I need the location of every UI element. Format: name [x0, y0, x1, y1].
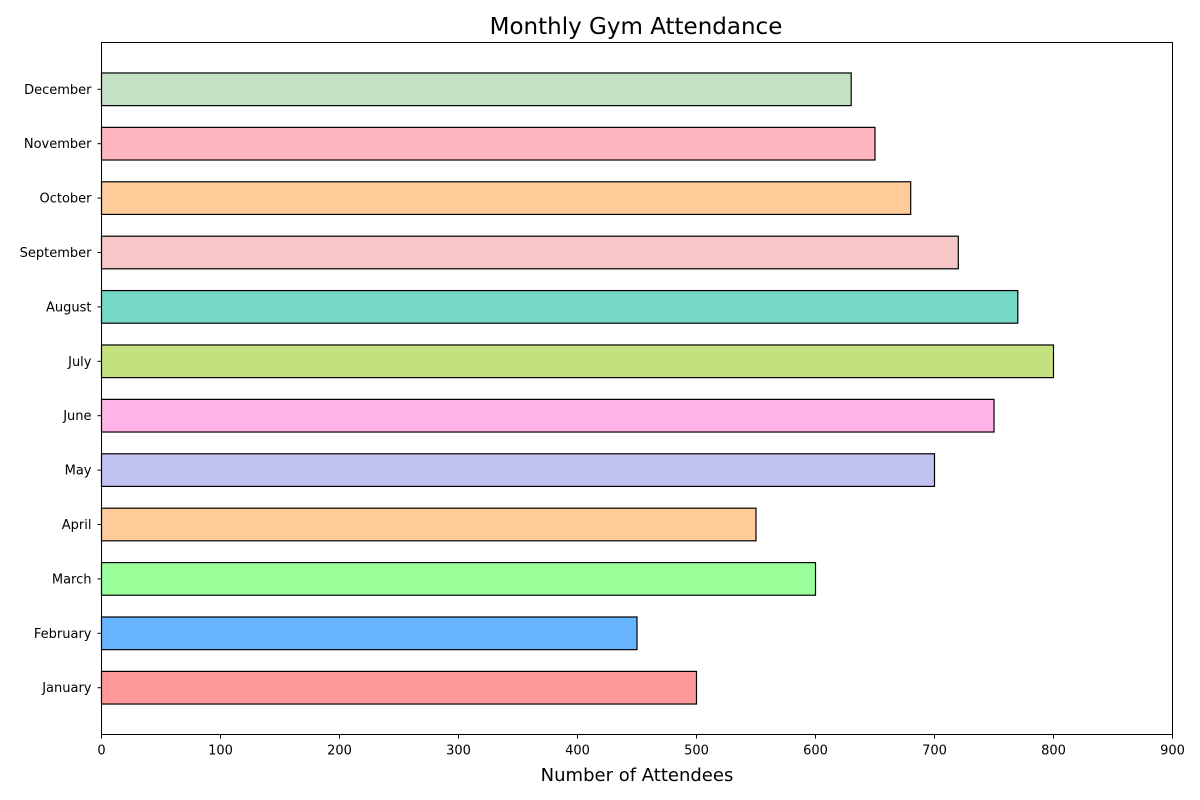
bar-september [100, 235, 959, 270]
bar-july [100, 344, 1055, 379]
y-tick-label: November [24, 137, 92, 152]
y-tick-label: February [34, 627, 92, 642]
x-tick-label: 300 [446, 744, 471, 759]
x-tick-label: 200 [327, 744, 352, 759]
chart-title: Monthly Gym Attendance [490, 14, 783, 40]
y-tick-label: December [24, 83, 92, 98]
bar-december [100, 72, 852, 107]
bar-january [100, 670, 698, 705]
y-axis-ticks: January February March April May June July Augu… [20, 83, 102, 696]
bar-november [100, 126, 876, 161]
x-tick-label: 400 [565, 744, 590, 759]
bar-april [100, 507, 757, 542]
y-tick-label: April [62, 518, 92, 533]
y-tick-label: September [20, 246, 93, 261]
x-tick-label: 700 [922, 744, 947, 759]
y-tick-label: July [67, 355, 92, 370]
y-tick-label: June [62, 409, 91, 424]
bar-may [100, 453, 936, 488]
y-tick-label: October [39, 192, 92, 207]
x-axis-ticks: 0 100 200 300 400 500 600 700 800 900 [97, 734, 1185, 759]
x-tick-label: 100 [208, 744, 233, 759]
y-tick-label: May [65, 464, 92, 479]
y-tick-label: March [52, 572, 92, 587]
plot-area-frame [101, 42, 1173, 735]
x-tick-label: 900 [1160, 744, 1185, 759]
y-tick-label: January [41, 681, 92, 696]
bar-february [100, 616, 638, 651]
x-tick-label: 600 [803, 744, 828, 759]
x-tick-label: 500 [684, 744, 709, 759]
x-tick-label: 800 [1041, 744, 1066, 759]
bars-group [100, 72, 1055, 705]
x-tick-label: 0 [97, 744, 105, 759]
bar-june [100, 398, 995, 433]
x-axis-label: Number of Attendees [541, 765, 734, 786]
y-tick-label: August [46, 300, 92, 315]
bar-october [100, 181, 912, 216]
bar-august [100, 289, 1019, 324]
bar-march [100, 561, 817, 596]
